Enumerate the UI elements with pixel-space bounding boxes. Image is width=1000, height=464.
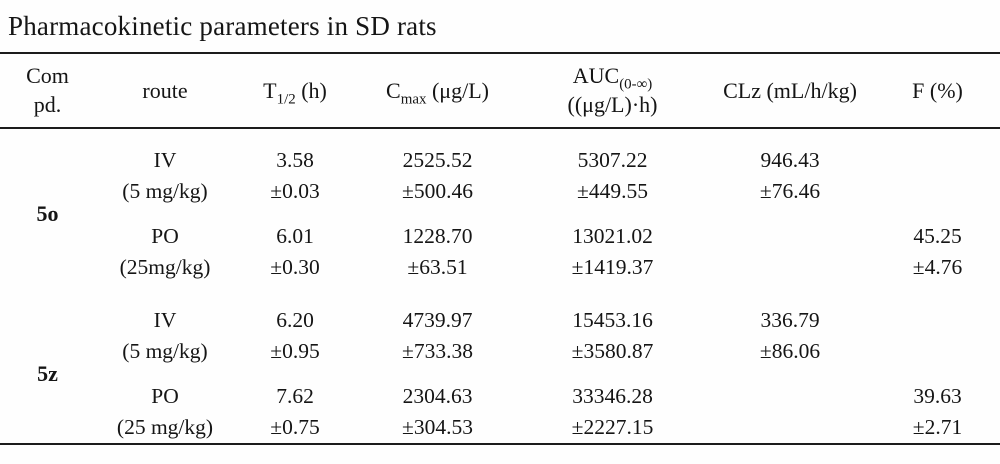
cell-clz — [705, 367, 875, 412]
cell-clz-sd: ±86.06 — [759, 339, 821, 364]
cell-auc-sd: ±2227.15 — [571, 415, 654, 440]
cell-cmax-sd: ±304.53 — [402, 415, 473, 440]
table-row-5z-iv-sd: (5 mg/kg) ±0.95 ±733.38 ±3580.87 ±86.06 — [0, 336, 1000, 367]
cell-t12-sd: ±0.95 — [270, 339, 320, 364]
cell-dose: (25mg/kg) — [119, 255, 211, 280]
cell-cmax: 1228.70 — [402, 224, 473, 249]
cell-f — [875, 128, 1000, 176]
cell-t12-sd: ±0.75 — [270, 415, 320, 440]
col-header-cmax: Cmax (μg/L) — [386, 77, 489, 107]
cell-route: IV — [153, 148, 177, 173]
cell-clz-sd — [705, 252, 875, 283]
cell-cmax-sd: ±63.51 — [407, 255, 468, 280]
cell-auc: 5307.22 — [577, 148, 648, 173]
cell-t12-sd: ±0.30 — [270, 255, 320, 280]
cell-f-sd: ±4.76 — [912, 255, 963, 280]
table-row-5o-iv-values: 5o IV 3.58 2525.52 5307.22 946.43 — [0, 128, 1000, 226]
cell-clz-sd: ±76.46 — [759, 179, 821, 204]
col-header-route: route — [142, 77, 188, 103]
cell-t12: 3.58 — [276, 148, 314, 173]
table-title: Pharmacokinetic parameters in SD rats — [8, 11, 437, 41]
compound-label-5z: 5z — [37, 361, 58, 387]
cell-cmax: 2304.63 — [402, 384, 473, 409]
cell-clz: 336.79 — [760, 308, 820, 333]
cell-t12-sd: ±0.03 — [270, 179, 320, 204]
cell-route: PO — [151, 224, 179, 249]
cell-cmax-sd: ±733.38 — [402, 339, 473, 364]
cell-auc-sd: ±449.55 — [577, 179, 648, 204]
col-header-clz: CLz (mL/h/kg) — [723, 77, 857, 103]
compound-header-line1: Com — [26, 62, 69, 88]
cell-cmax-sd: ±500.46 — [402, 179, 473, 204]
table-row-5z-po-values: PO 7.62 2304.63 33346.28 39.63 — [0, 367, 1000, 412]
table-row-5o-po-sd: (25mg/kg) ±0.30 ±63.51 ±1419.37 ±4.76 — [0, 252, 1000, 283]
cell-cmax: 4739.97 — [402, 308, 473, 333]
col-header-auc: AUC(0-∞) ((μg/L)·h) — [567, 62, 658, 118]
col-header-f: F (%) — [912, 77, 963, 103]
cell-clz — [705, 207, 875, 252]
cell-auc: 33346.28 — [572, 384, 653, 409]
header-row: Com pd. route T1/2 (h) Cmax (μg/L) AUC(0… — [0, 52, 1000, 129]
cell-route: PO — [151, 384, 179, 409]
cell-t12: 6.20 — [276, 308, 314, 333]
table-row-5z-po-sd: (25 mg/kg) ±0.75 ±304.53 ±2227.15 ±2.71 — [0, 412, 1000, 444]
cell-f: 39.63 — [913, 384, 962, 409]
cell-auc: 13021.02 — [572, 224, 653, 249]
compound-header-line2: pd. — [33, 92, 62, 118]
pharmacokinetics-table: Com pd. route T1/2 (h) Cmax (μg/L) AUC(0… — [0, 52, 1000, 446]
compound-label-5o: 5o — [36, 201, 59, 227]
cell-clz-sd — [705, 412, 875, 444]
table-body: 5o IV 3.58 2525.52 5307.22 946.43 (5 mg/… — [0, 128, 1000, 444]
cell-t12: 7.62 — [276, 384, 314, 409]
cell-auc-sd: ±3580.87 — [571, 339, 654, 364]
cell-dose: (5 mg/kg) — [122, 179, 208, 204]
cell-f: 45.25 — [913, 224, 962, 249]
table-row-5o-po-values: PO 6.01 1228.70 13021.02 45.25 — [0, 207, 1000, 252]
table-header: Com pd. route T1/2 (h) Cmax (μg/L) AUC(0… — [0, 52, 1000, 129]
cell-f-sd: ±2.71 — [912, 415, 963, 440]
table-row-5o-iv-sd: (5 mg/kg) ±0.03 ±500.46 ±449.55 ±76.46 — [0, 176, 1000, 207]
cell-dose: (5 mg/kg) — [122, 339, 208, 364]
cell-dose: (25 mg/kg) — [116, 415, 214, 440]
cell-f-sd — [875, 176, 1000, 207]
cell-route: IV — [153, 308, 177, 333]
cell-auc: 15453.16 — [572, 308, 653, 333]
col-header-compound: Com pd. — [0, 53, 95, 128]
cell-f — [875, 283, 1000, 336]
cell-t12: 6.01 — [276, 224, 314, 249]
col-header-t12: T1/2 (h) — [263, 77, 327, 107]
cell-cmax: 2525.52 — [402, 148, 473, 173]
cell-auc-sd: ±1419.37 — [571, 255, 654, 280]
table-row-5z-iv-values: 5z IV 6.20 4739.97 15453.16 336.79 — [0, 283, 1000, 386]
cell-f-sd — [875, 336, 1000, 367]
cell-clz: 946.43 — [760, 148, 820, 173]
